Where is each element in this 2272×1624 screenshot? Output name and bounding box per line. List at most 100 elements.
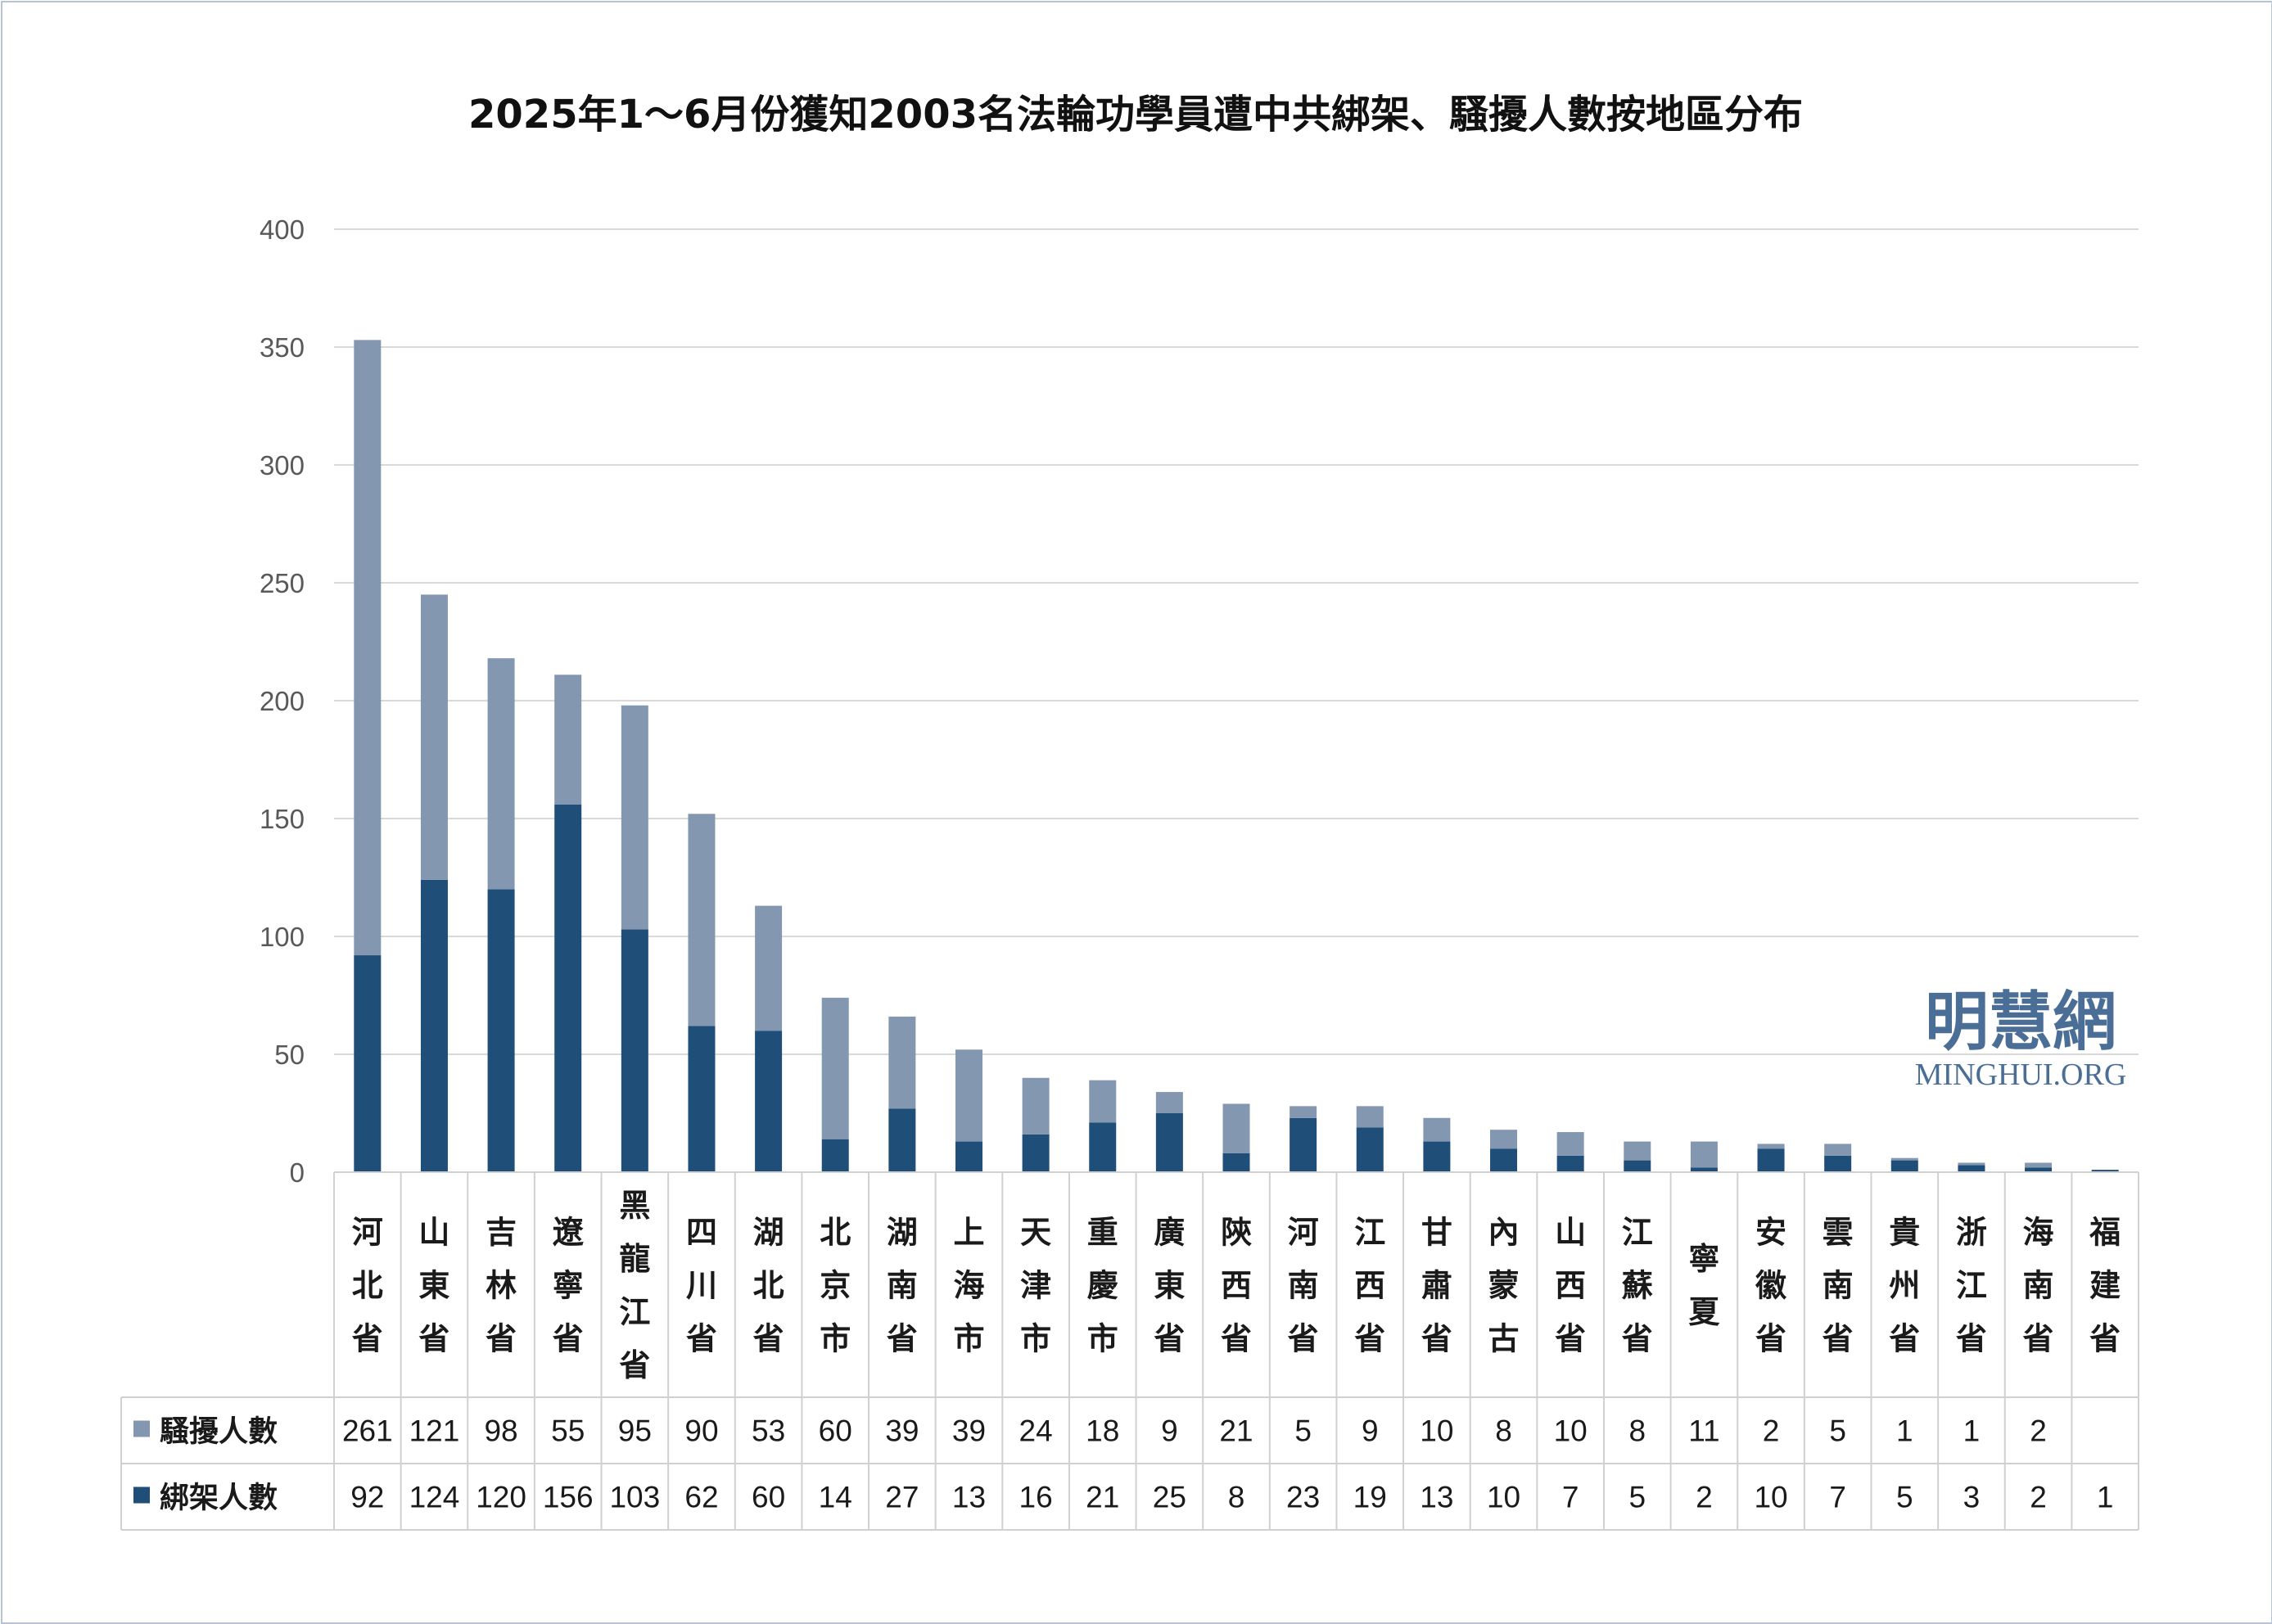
bar-harassed xyxy=(1556,1132,1584,1156)
y-tick-label: 150 xyxy=(260,804,305,834)
data-label-harassed: 90 xyxy=(684,1414,718,1448)
data-label-kidnapped: 120 xyxy=(476,1481,526,1514)
data-label-harassed: 18 xyxy=(1086,1414,1119,1448)
y-tick-label: 200 xyxy=(260,686,305,716)
data-label-harassed: 60 xyxy=(819,1414,852,1448)
bar-kidnapped xyxy=(1022,1134,1050,1172)
bar-harassed xyxy=(487,658,515,890)
bar-kidnapped xyxy=(1958,1165,1985,1172)
bar-harassed xyxy=(888,1016,916,1109)
bar-kidnapped xyxy=(554,804,582,1172)
data-label-kidnapped: 14 xyxy=(819,1481,852,1514)
bar-harassed xyxy=(1290,1106,1317,1118)
bar-kidnapped xyxy=(688,1026,716,1172)
bar-harassed xyxy=(1155,1092,1183,1113)
bar-kidnapped xyxy=(1556,1155,1584,1172)
category-label: 山西省 xyxy=(1555,1215,1586,1357)
category-label: 福建省 xyxy=(2089,1215,2121,1357)
bar-harassed xyxy=(354,340,382,956)
bars xyxy=(354,340,2119,1172)
data-label-harassed: 11 xyxy=(1688,1414,1719,1448)
bar-harassed xyxy=(621,705,648,930)
category-label: 遼寧省 xyxy=(553,1215,585,1357)
bar-harassed xyxy=(755,905,783,1031)
category-label: 浙江省 xyxy=(1956,1215,1987,1357)
data-label-kidnapped: 103 xyxy=(609,1481,660,1514)
bar-kidnapped xyxy=(888,1108,916,1172)
bar-harassed xyxy=(1222,1103,1250,1153)
category-label: 四川省 xyxy=(686,1215,717,1357)
bar-kidnapped xyxy=(621,929,648,1172)
category-label: 河北省 xyxy=(352,1215,383,1357)
bar-harassed xyxy=(1757,1144,1785,1149)
data-label-harassed: 39 xyxy=(885,1414,919,1448)
bar-kidnapped xyxy=(487,889,515,1172)
category-label: 安徽省 xyxy=(1755,1215,1787,1357)
data-label-harassed: 24 xyxy=(1019,1414,1053,1448)
bar-harassed xyxy=(1890,1157,1918,1161)
bar-kidnapped xyxy=(821,1139,849,1172)
category-label: 吉林省 xyxy=(486,1215,517,1357)
data-label-kidnapped: 124 xyxy=(409,1481,460,1514)
data-label-harassed: 55 xyxy=(551,1414,585,1448)
data-label-kidnapped: 156 xyxy=(543,1481,594,1514)
bar-harassed xyxy=(420,594,448,880)
bar-harassed xyxy=(554,674,582,805)
data-label-kidnapped: 19 xyxy=(1353,1481,1387,1514)
bar-harassed xyxy=(1690,1141,1718,1168)
data-label-kidnapped: 3 xyxy=(1963,1481,1981,1514)
bar-harassed xyxy=(1624,1141,1651,1161)
y-tick-label: 350 xyxy=(260,332,305,363)
data-label-harassed: 1 xyxy=(1963,1414,1981,1448)
bar-kidnapped xyxy=(1290,1117,1317,1172)
data-label-harassed: 10 xyxy=(1554,1414,1588,1448)
category-label: 貴州省 xyxy=(1889,1215,1920,1357)
data-label-harassed: 5 xyxy=(1294,1414,1312,1448)
data-label-kidnapped: 7 xyxy=(1829,1481,1846,1514)
bar-kidnapped xyxy=(420,879,448,1172)
minghui-watermark: 明慧網 MINGHUI.ORG xyxy=(1915,985,2127,1092)
data-label-kidnapped: 13 xyxy=(1420,1481,1453,1514)
bar-kidnapped xyxy=(1624,1160,1651,1172)
bar-harassed xyxy=(1490,1130,1518,1149)
data-label-kidnapped: 5 xyxy=(1628,1481,1646,1514)
bar-kidnapped xyxy=(2025,1167,2053,1172)
data-label-kidnapped: 25 xyxy=(1153,1481,1186,1514)
y-tick-label: 50 xyxy=(274,1040,305,1070)
data-label-kidnapped: 16 xyxy=(1019,1481,1053,1514)
bar-kidnapped xyxy=(1757,1148,1785,1172)
data-label-kidnapped: 23 xyxy=(1286,1481,1320,1514)
data-table: 河北省 山東省 吉林省 遼寧省 黑龍江省 四川省 湖北省 北京市 湖南省 上海市 天津市 重慶市 廣東省… xyxy=(120,1171,2139,1531)
bar-harassed xyxy=(955,1049,982,1142)
data-label-kidnapped: 27 xyxy=(885,1481,919,1514)
data-label-harassed: 2 xyxy=(2030,1414,2047,1448)
bar-kidnapped xyxy=(1155,1113,1183,1172)
bar-kidnapped xyxy=(2091,1170,2119,1172)
chart-title: 2025年1～6月份獲知2003名法輪功學員遭中共綁架、騷擾人數按地區分布 xyxy=(468,92,1803,138)
category-label: 黑龍江省 xyxy=(619,1188,650,1383)
bar-kidnapped xyxy=(755,1031,783,1172)
data-label-harassed: 39 xyxy=(952,1414,986,1448)
data-label-kidnapped: 92 xyxy=(350,1481,384,1514)
data-label-kidnapped: 1 xyxy=(2097,1481,2114,1514)
y-tick-label: 400 xyxy=(260,214,305,245)
data-label-harassed: 10 xyxy=(1420,1414,1453,1448)
y-tick-label: 250 xyxy=(260,568,305,598)
category-label: 江西省 xyxy=(1354,1215,1385,1357)
category-label: 江蘇省 xyxy=(1622,1215,1653,1357)
bar-kidnapped xyxy=(1690,1167,1718,1172)
category-label: 雲南省 xyxy=(1823,1215,1854,1357)
category-label: 甘肅省 xyxy=(1421,1215,1452,1357)
bar-kidnapped xyxy=(1089,1122,1117,1172)
data-label-kidnapped: 8 xyxy=(1228,1481,1245,1514)
bar-harassed xyxy=(1089,1080,1117,1123)
data-label-kidnapped: 2 xyxy=(1696,1481,1713,1514)
legend-label-kidnapped: 綁架人數 xyxy=(160,1482,278,1515)
legend-label-harassed: 騷擾人數 xyxy=(160,1415,278,1449)
data-label-kidnapped: 5 xyxy=(1896,1481,1913,1514)
bar-harassed xyxy=(821,997,849,1139)
watermark-chinese: 明慧網 xyxy=(1925,985,2116,1059)
bar-kidnapped xyxy=(955,1141,982,1172)
data-label-kidnapped: 10 xyxy=(1487,1481,1520,1514)
